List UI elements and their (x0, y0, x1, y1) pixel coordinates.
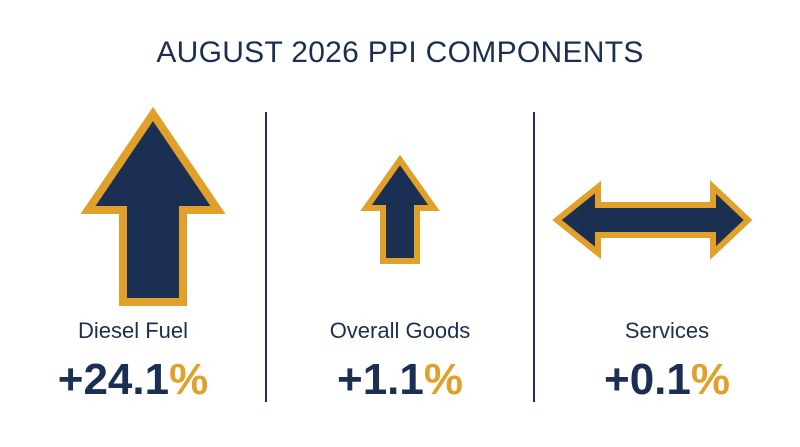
component-value: +24.1% (0, 355, 266, 405)
column-divider-left (265, 112, 267, 402)
column-divider-right (533, 112, 535, 402)
component-value-number: +1.1 (337, 355, 424, 404)
component-label: Services (624, 318, 710, 343)
component-value-number: +0.1 (604, 355, 691, 404)
page-title: AUGUST 2026 PPI COMPONENTS (156, 36, 644, 69)
component-value-unit: % (690, 355, 730, 404)
component-value: +1.1% (266, 355, 534, 405)
component-services: Services +0.1% (534, 100, 800, 430)
component-label: Diesel Fuel (77, 318, 189, 343)
component-diesel-fuel: Diesel Fuel +24.1% (0, 100, 266, 430)
component-value-number: +24.1 (57, 355, 170, 404)
left-right-arrow-icon (552, 180, 753, 260)
component-value: +0.1% (534, 355, 800, 405)
large-up-arrow-icon (80, 106, 226, 306)
component-value-unit: % (169, 355, 209, 404)
component-overall-goods: Overall Goods +1.1% (266, 100, 534, 430)
component-label: Overall Goods (329, 318, 471, 343)
component-value-unit: % (423, 355, 463, 404)
small-up-arrow-icon (360, 154, 440, 264)
